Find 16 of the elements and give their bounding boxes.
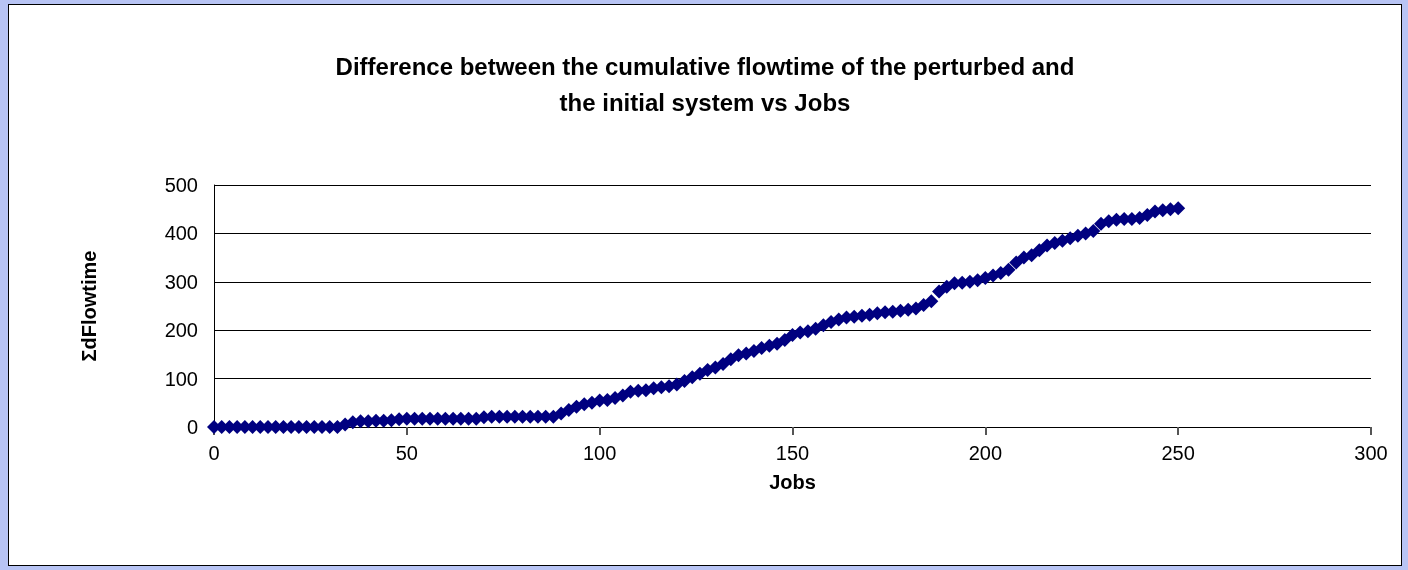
x-tick-label: 50 xyxy=(395,442,418,464)
x-tick-label: 250 xyxy=(1161,442,1195,464)
x-axis-title: Jobs xyxy=(769,471,816,493)
y-tick-label: 0 xyxy=(186,416,198,438)
y-tick-label: 300 xyxy=(164,270,198,293)
y-tick-label: 400 xyxy=(164,222,198,245)
y-tick-label: 200 xyxy=(164,319,198,342)
chart-title: Difference between the cumulative flowtime of the perturbed and the initial system vs Jobs xyxy=(335,52,1075,116)
y-tick-label: 100 xyxy=(164,367,198,390)
x-tick-label: 0 xyxy=(208,442,220,464)
x-tick-label: 200 xyxy=(968,442,1003,464)
x-tick-label: 150 xyxy=(775,442,810,464)
x-tick-label: 300 xyxy=(1354,442,1388,464)
y-tick-label: 500 xyxy=(164,174,198,196)
y-axis-title: ΣdFlowtime xyxy=(78,250,100,362)
x-tick-label: 100 xyxy=(582,442,617,464)
